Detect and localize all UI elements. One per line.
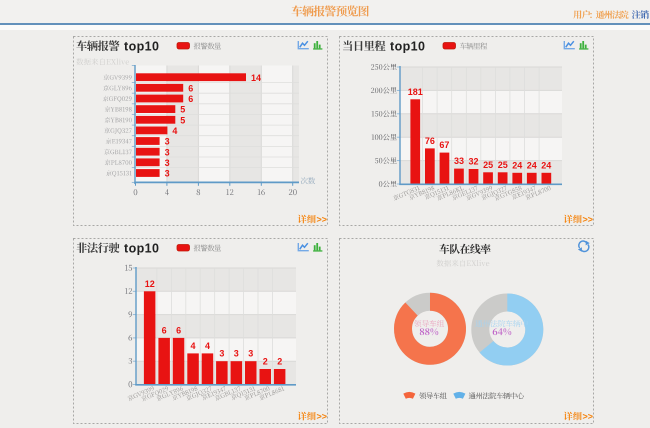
svg-text:>>: >> <box>317 412 328 422</box>
svg-text:>>: >> <box>317 215 328 225</box>
svg-text:32: 32 <box>468 157 478 167</box>
svg-text:24: 24 <box>512 160 522 170</box>
svg-text:181: 181 <box>408 87 423 97</box>
svg-text:25: 25 <box>483 160 493 170</box>
svg-text:3: 3 <box>165 158 170 168</box>
svg-text:6: 6 <box>176 325 181 335</box>
svg-text:24: 24 <box>527 160 537 170</box>
svg-text:2: 2 <box>277 357 282 367</box>
svg-text:24: 24 <box>541 160 551 170</box>
svg-text:3: 3 <box>165 169 170 179</box>
svg-text:5: 5 <box>180 115 185 125</box>
svg-text:14: 14 <box>251 73 261 83</box>
svg-text:3: 3 <box>165 147 170 157</box>
svg-text:3: 3 <box>165 137 170 147</box>
svg-text:5: 5 <box>180 105 185 115</box>
svg-text:76: 76 <box>425 136 435 146</box>
svg-text:12: 12 <box>145 279 155 289</box>
svg-text:>>: >> <box>583 215 594 225</box>
svg-text::: : <box>590 10 593 20</box>
svg-text:6: 6 <box>162 325 167 335</box>
svg-text:25: 25 <box>498 160 508 170</box>
svg-text:67: 67 <box>439 140 449 150</box>
svg-text:4: 4 <box>205 341 210 351</box>
svg-text:6: 6 <box>188 94 193 104</box>
svg-text:6: 6 <box>188 83 193 93</box>
svg-text:top10: top10 <box>390 40 425 54</box>
svg-text:4: 4 <box>172 126 177 136</box>
svg-text:3: 3 <box>219 349 224 359</box>
svg-text:2: 2 <box>263 357 268 367</box>
svg-text:3: 3 <box>234 349 239 359</box>
svg-text:>>: >> <box>583 412 594 422</box>
svg-text:4: 4 <box>190 341 195 351</box>
svg-text:top10: top10 <box>124 40 159 54</box>
svg-text:3: 3 <box>248 349 253 359</box>
svg-text:top10: top10 <box>124 242 159 256</box>
svg-text:33: 33 <box>454 156 464 166</box>
